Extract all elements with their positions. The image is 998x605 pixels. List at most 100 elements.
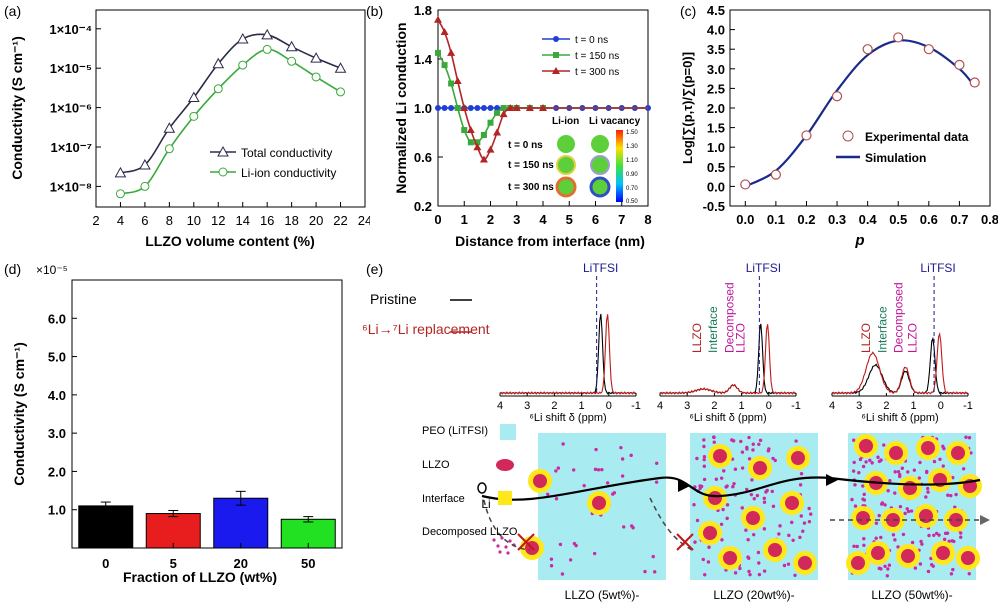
decomposed-dot [896,545,900,549]
decomposed-dot [913,566,918,570]
panel-a-legend-total: Total conductivity [241,146,332,160]
li-ion-marker [477,482,487,494]
cbar-tick: 0.90 [626,172,638,178]
decomposed-dot [919,539,923,544]
legend-decomposed-dot [500,536,504,540]
decomposed-dot [740,466,745,470]
decomposed-dot [802,521,807,525]
decomposed-dot [862,543,866,547]
y-tick-label: 2.5 [707,81,725,96]
decomposed-dot [732,481,736,486]
x-tick-label: 20 [309,213,323,228]
x-tick-label: 0.3 [828,212,846,227]
decomposed-dot [692,503,696,507]
decomposed-dot [771,504,776,509]
y-tick-label: -0.5 [703,199,725,214]
decomposed-dot [906,470,910,474]
data-point [212,57,225,69]
decomposed-dot [896,470,901,474]
decomposed-dot [801,529,805,533]
data-point [163,122,176,133]
decomposed-dot [786,562,791,566]
llzo-particle [753,461,767,475]
y-tick-label: 6.0 [48,311,66,326]
data-point [441,105,448,111]
decomposed-dot [747,457,752,461]
llzo-particle [533,474,547,488]
decomposed-dot [560,572,565,576]
panel-d-bars: 0 5 20 50 [78,490,336,571]
data-point [114,166,127,178]
nmr-axis-label: ⁶Li shift δ (ppm) [861,412,938,424]
panel-a-legend-liion: Li-ion conductivity [241,166,336,180]
panel-c-legend: Experimental data Simulation [836,130,969,165]
decomposed-dot [885,574,890,578]
y-tick-label: 1×10⁻⁸ [50,179,92,194]
panel-c-chart: (c) 0.0 0.5 1.0 1.5 2.0 2.5 3.0 3.5 4.0 4.5 -0.5 0… [680,3,998,249]
panel-e-label: (e) [366,261,383,277]
data-point [460,104,469,111]
llzo-particle [785,496,799,510]
decomposed-dot [777,532,781,536]
nmr-peak-label: LLZO [690,323,704,353]
decomposed-dot [931,564,935,568]
decomposed-dot [879,458,883,462]
decomposed-dot [852,438,856,442]
decomposed-dot [707,545,711,549]
x-tick-label: 0 [434,212,441,227]
decomposed-dot [605,481,610,485]
y-tick-label: 3.5 [707,42,725,57]
decomposed-dot [912,468,917,472]
panel-d-chart: (d) ×10⁻⁵ 1.0 2.0 3.0 4.0 5.0 6.0 0 5 20 50 Frac… [4,261,343,585]
inset-row2: t = 300 ns [508,182,554,193]
nmr-tick-label: 3 [856,400,862,412]
decomposed-dot [766,449,771,453]
legend-decomposed-dot [496,544,500,548]
data-point [539,104,547,111]
decomposed-dot [862,536,866,541]
decomposed-dot [954,492,958,497]
decomposed-dot [755,493,760,498]
decomposed-dot [807,506,811,511]
decomposed-dot [620,457,625,461]
decomposed-dot [554,497,559,501]
x-tick-label: 0.6 [920,212,938,227]
data-point [467,139,474,146]
data-point [261,28,274,40]
experimental-point [923,44,934,55]
experimental-point [969,77,980,88]
decomposed-dot [853,504,858,508]
data-point [500,105,507,111]
panel-d-multiplier: ×10⁻⁵ [36,263,68,277]
nmr-tick-label: 0 [766,400,772,412]
decomposed-dot [752,532,756,537]
legend-decomposed-dot [492,538,496,542]
nmr-tick-label: 2 [883,400,889,412]
decomposed-dot [886,488,890,493]
decomposed-dot [749,492,754,497]
llzo-particle [919,509,933,523]
legend-interface: Interface [422,493,465,505]
decomposed-dot [883,564,887,569]
decomposed-dot [883,503,887,507]
decomposed-dot [762,569,767,573]
x-tick-label: 6 [592,212,599,227]
data-point [454,105,461,111]
data-point [486,145,495,153]
decomposed-dot [927,533,931,538]
llzo-particle [951,446,965,460]
cbar-tick: 1.50 [626,130,638,136]
decomposed-dot [906,509,911,514]
experimental-point [770,169,781,180]
decomposed-dot [942,537,947,542]
decomposed-dot [918,562,923,566]
decomposed-dot [748,572,752,577]
decomposed-dot [744,528,748,532]
y-tick-label: 0.5 [707,160,725,175]
decomposed-dot [969,451,973,455]
panel-a-series [114,28,347,199]
decomposed-dot [799,514,803,518]
llzo-particle [592,496,606,510]
decomposed-dot [877,566,881,571]
panel-b-legend-2: t = 300 ns [575,67,619,78]
